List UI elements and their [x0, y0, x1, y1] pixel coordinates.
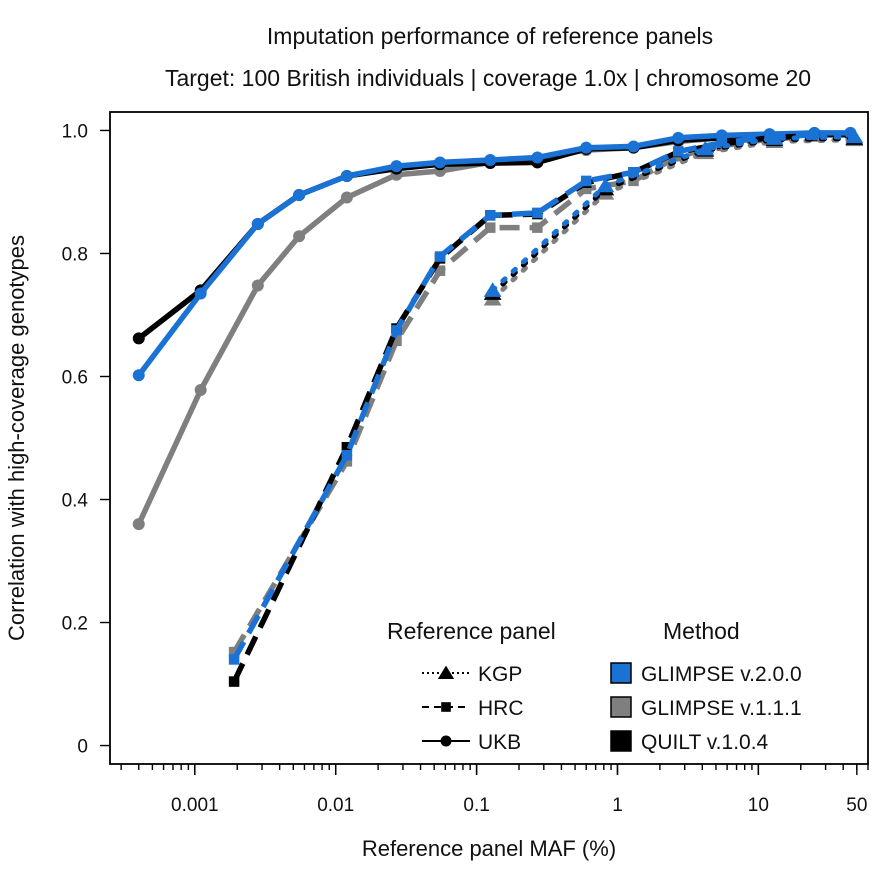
- legend-swatch: [610, 730, 632, 752]
- series-line: [136, 131, 851, 526]
- legend-marker: [437, 665, 455, 679]
- data-point: [696, 140, 715, 156]
- data-point: [716, 137, 728, 149]
- data-point: [341, 441, 353, 453]
- y-axis-label: Correlation with high-coverage genotypes: [4, 235, 29, 641]
- x-axis: 0.001 0.01 0.1 1 10 50: [120, 764, 869, 816]
- series-kgp-glimpse-v-2-0-0: [483, 128, 864, 297]
- series-ukb-glimpse-v-1-1-1: [132, 128, 857, 531]
- data-point: [434, 265, 446, 276]
- legend-swatch: [610, 696, 632, 718]
- y-tick-label: 0.4: [62, 491, 89, 512]
- y-axis: 0 0.2 0.4 0.6 0.8 1.0: [62, 121, 110, 758]
- legend-method-entry: GLIMPSE v.1.1.1: [610, 696, 802, 720]
- data-point: [627, 140, 640, 153]
- x-tick-label: 0.001: [171, 795, 219, 816]
- x-tick-label: 10: [748, 795, 769, 816]
- series-hrc-glimpse-v-1-1-1: [228, 131, 820, 658]
- data-point: [228, 654, 240, 665]
- data-point: [341, 456, 353, 467]
- legend-marker: [441, 702, 451, 712]
- data-point: [293, 189, 306, 202]
- data-point: [251, 217, 264, 230]
- data-point: [765, 130, 784, 145]
- data-point: [628, 167, 639, 178]
- data-point: [434, 251, 446, 262]
- series-line: [490, 137, 857, 302]
- data-point: [532, 207, 543, 219]
- data-point: [228, 676, 240, 687]
- legend-swatch: [610, 662, 632, 684]
- legend-panel-entries: KGP HRC UKB: [422, 663, 524, 754]
- legend-method-label: QUILT v.1.0.4: [641, 731, 769, 754]
- data-point: [390, 160, 403, 173]
- data-point: [484, 210, 496, 221]
- legend-method-label: GLIMPSE v.1.1.1: [641, 697, 802, 720]
- legend-marker: [440, 735, 452, 747]
- data-point: [484, 153, 497, 166]
- data-point: [293, 230, 306, 243]
- legend-panel-hrc: HRC: [422, 697, 524, 720]
- data-point: [531, 151, 544, 164]
- data-point: [580, 175, 592, 187]
- data-point: [809, 129, 820, 141]
- data-point: [340, 169, 353, 182]
- data-point: [434, 156, 447, 169]
- legend-panel-ukb: UKB: [422, 731, 521, 754]
- data-point: [596, 177, 615, 193]
- data-point: [391, 335, 402, 347]
- data-point: [228, 646, 240, 658]
- y-tick-label: 1.0: [62, 121, 88, 142]
- series-line: [490, 134, 857, 293]
- chart-subtitle: Target: 100 British individuals | covera…: [165, 65, 811, 91]
- data-point: [194, 384, 207, 397]
- data-point: [340, 191, 353, 204]
- data-point: [845, 128, 864, 144]
- data-point: [132, 369, 145, 382]
- series-hrc-glimpse-v-2-0-0: [228, 129, 820, 665]
- legend: Reference panel Method KGP HRC UKB GLIMPSE…: [387, 618, 802, 754]
- chart-title: Imputation performance of reference pane…: [267, 23, 713, 49]
- x-tick-label: 50: [846, 795, 867, 816]
- x-tick-label: 1: [612, 795, 623, 816]
- plot-frame: [109, 111, 869, 765]
- legend-panel-label: KGP: [478, 663, 522, 686]
- data-point: [194, 287, 207, 300]
- data-point: [580, 183, 592, 195]
- legend-panel-label: UKB: [478, 731, 521, 754]
- legend-panel-title: Reference panel: [387, 618, 556, 644]
- series-layer: [132, 126, 864, 687]
- legend-method-entry: QUILT v.1.0.4: [610, 730, 769, 754]
- data-point: [532, 222, 543, 233]
- x-tick-label: 0.1: [463, 795, 489, 816]
- legend-method-title: Method: [663, 618, 740, 644]
- data-point: [672, 131, 685, 144]
- data-point: [132, 332, 145, 345]
- data-point: [580, 141, 593, 154]
- y-tick-label: 0.2: [62, 614, 88, 635]
- legend-method-label: GLIMPSE v.2.0.0: [641, 663, 802, 686]
- legend-panel-label: HRC: [478, 697, 524, 720]
- data-point: [391, 325, 402, 336]
- y-tick-label: 0.8: [62, 244, 88, 265]
- data-point: [251, 279, 264, 292]
- series-line: [231, 132, 815, 661]
- data-point: [483, 282, 502, 297]
- legend-panel-kgp: KGP: [422, 663, 522, 686]
- data-point: [673, 146, 684, 157]
- legend-method-entries: GLIMPSE v.2.0.0 GLIMPSE v.1.1.1 QUILT v.1.…: [610, 662, 802, 754]
- legend-method-entry: GLIMPSE v.2.0.0: [610, 662, 802, 686]
- data-point: [341, 449, 353, 461]
- x-tick-label: 0.01: [317, 795, 354, 816]
- y-tick-label: 0.6: [62, 367, 88, 388]
- x-axis-label: Reference panel MAF (%): [362, 836, 616, 861]
- data-point: [484, 222, 496, 233]
- data-point: [132, 518, 145, 531]
- y-tick-label: 0: [77, 737, 88, 758]
- series-line: [136, 130, 851, 377]
